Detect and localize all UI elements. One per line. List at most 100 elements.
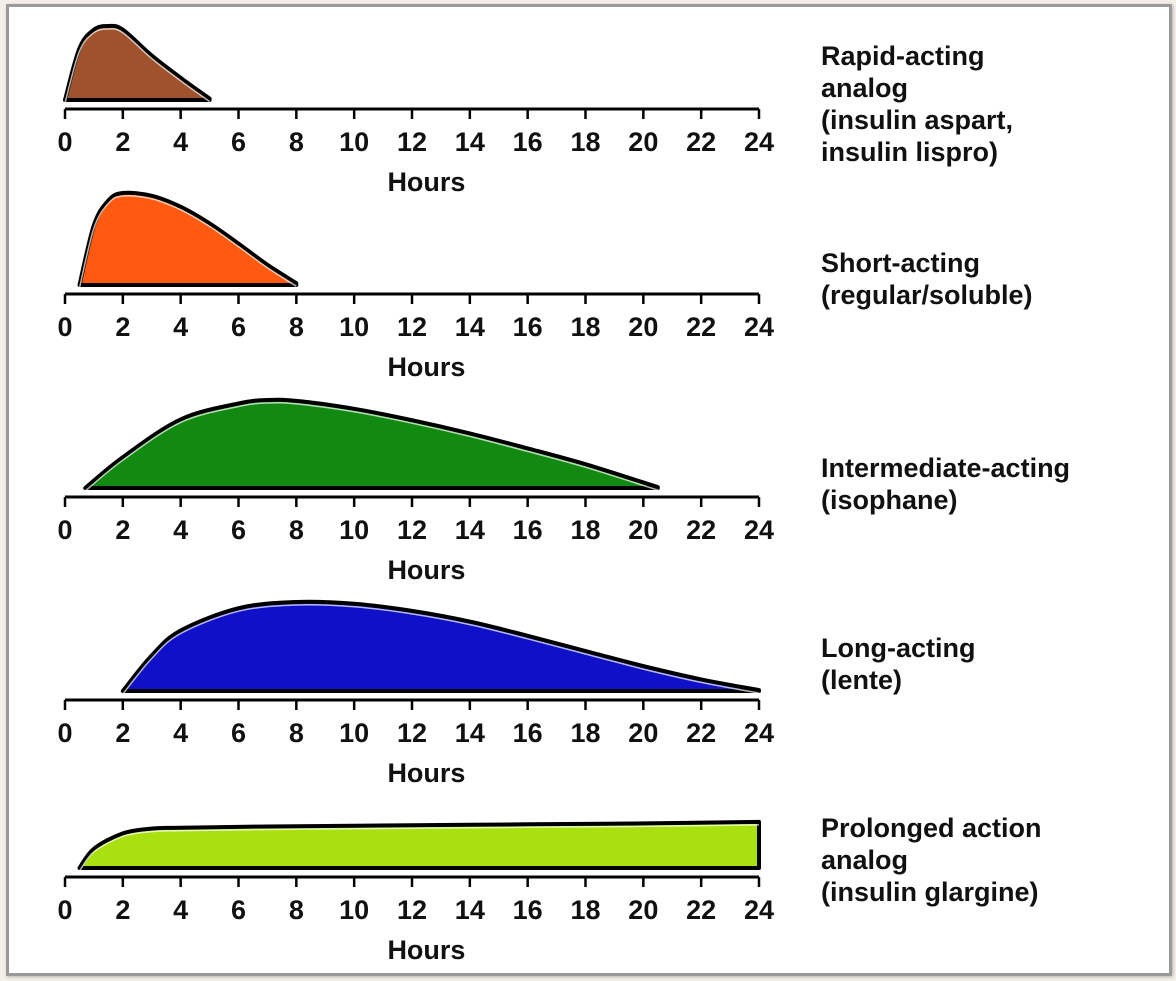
x-tick-label: 10 [339,718,369,748]
x-tick-label: 8 [289,718,304,748]
insulin-type-label-line: analog [821,73,908,103]
insulin-type-label-line: Intermediate-acting [821,453,1070,483]
insulin-type-label-line: Prolonged action [821,813,1042,843]
x-tick-label: 2 [115,515,130,545]
x-tick-label: 0 [57,718,72,748]
chart-row-1: 0 2 4 6 8 10 12 14 16 18 20 22 24HoursRapid-actingan… [57,23,1013,197]
insulin-type-label-line: (insulin glargine) [821,877,1039,907]
insulin-type-label-line: Long-acting [821,633,975,663]
x-axis-title: Hours [387,935,465,965]
x-tick-label: 14 [455,718,485,748]
x-tick-label: 20 [628,895,658,925]
action-curve-2 [77,190,299,287]
x-tick-label: 24 [744,895,774,925]
x-tick-label: 2 [115,718,130,748]
action-curve-5 [77,819,761,870]
x-tick-label: 22 [686,718,716,748]
x-tick-label: 8 [289,127,304,157]
x-tick-label: 24 [744,718,774,748]
x-tick-label: 24 [744,515,774,545]
x-tick-label: 18 [570,895,600,925]
action-curve-4 [120,599,761,693]
x-tick-label: 4 [173,895,188,925]
x-tick-label: 18 [570,718,600,748]
insulin-action-profile-figure: 0 2 4 6 8 10 12 14 16 18 20 22 24HoursRapid-actingan… [57,23,1070,965]
x-tick-label: 0 [57,312,72,342]
x-tick-label: 22 [686,895,716,925]
x-axis-title: Hours [387,352,465,382]
x-tick-label: 24 [744,127,774,157]
insulin-type-label-line: (lente) [821,665,902,695]
action-curve-highlight-4 [122,604,760,695]
x-tick-label: 20 [628,515,658,545]
x-tick-label: 18 [570,127,600,157]
x-tick-label: 6 [231,718,246,748]
x-tick-label: 16 [513,312,543,342]
x-tick-label: 4 [173,312,188,342]
x-tick-label: 12 [397,127,427,157]
x-tick-label: 12 [397,718,427,748]
x-tick-label: 0 [57,895,72,925]
x-axis-title: Hours [387,167,465,197]
chart-row-2: 0 2 4 6 8 10 12 14 16 18 20 22 24HoursShort-acting(r… [57,190,1033,382]
insulin-type-label-line: insulin lispro) [821,137,998,167]
insulin-type-label-line: (isophane) [821,485,958,515]
action-curve-highlight-2 [78,195,297,289]
x-tick-label: 6 [231,312,246,342]
x-tick-label: 14 [455,127,485,157]
x-tick-label: 4 [173,127,188,157]
x-tick-label: 2 [115,127,130,157]
x-axis-title: Hours [387,758,465,788]
x-tick-label: 2 [115,312,130,342]
x-tick-label: 20 [628,312,658,342]
insulin-type-label-line: (insulin aspart, [821,105,1013,135]
x-tick-label: 22 [686,515,716,545]
x-tick-label: 18 [570,312,600,342]
x-tick-label: 12 [397,515,427,545]
x-tick-label: 16 [513,718,543,748]
action-curve-highlight-3 [84,401,659,492]
x-axis-title: Hours [387,555,465,585]
insulin-type-label-line: analog [821,845,908,875]
x-tick-label: 6 [231,895,246,925]
action-curve-highlight-1 [64,28,211,104]
action-curve-1 [63,23,212,102]
action-curve-3 [83,397,660,490]
insulin-type-label-line: Short-acting [821,248,980,278]
figure-frame: 0 2 4 6 8 10 12 14 16 18 20 22 24 Hours Rapid-acting an… [6,4,1172,976]
x-tick-label: 8 [289,895,304,925]
x-tick-label: 14 [455,312,485,342]
x-tick-label: 12 [397,312,427,342]
x-tick-label: 18 [570,515,600,545]
action-curve-highlight-5 [78,824,760,872]
x-tick-label: 10 [339,895,369,925]
x-tick-label: 12 [397,895,427,925]
x-tick-label: 0 [57,515,72,545]
x-tick-label: 16 [513,515,543,545]
insulin-type-label-line: Rapid-acting [821,41,985,71]
x-tick-label: 14 [455,895,485,925]
x-tick-label: 6 [231,515,246,545]
x-tick-label: 10 [339,127,369,157]
chart-row-3: 0 2 4 6 8 10 12 14 16 18 20 22 24HoursIntermediate-a… [57,397,1070,585]
insulin-type-label-line: (regular/soluble) [821,280,1033,310]
x-tick-label: 22 [686,127,716,157]
x-tick-label: 20 [628,718,658,748]
x-tick-label: 24 [744,312,774,342]
x-tick-label: 4 [173,515,188,545]
x-tick-label: 2 [115,895,130,925]
chart-row-4: 0 2 4 6 8 10 12 14 16 18 20 22 24HoursLong-acting(le… [57,599,975,788]
x-tick-label: 8 [289,312,304,342]
x-tick-label: 4 [173,718,188,748]
x-tick-label: 16 [513,127,543,157]
x-tick-label: 16 [513,895,543,925]
x-tick-label: 8 [289,515,304,545]
x-tick-label: 10 [339,515,369,545]
x-tick-label: 14 [455,515,485,545]
x-tick-label: 22 [686,312,716,342]
x-tick-label: 20 [628,127,658,157]
x-tick-label: 0 [57,127,72,157]
x-tick-label: 6 [231,127,246,157]
x-tick-label: 10 [339,312,369,342]
